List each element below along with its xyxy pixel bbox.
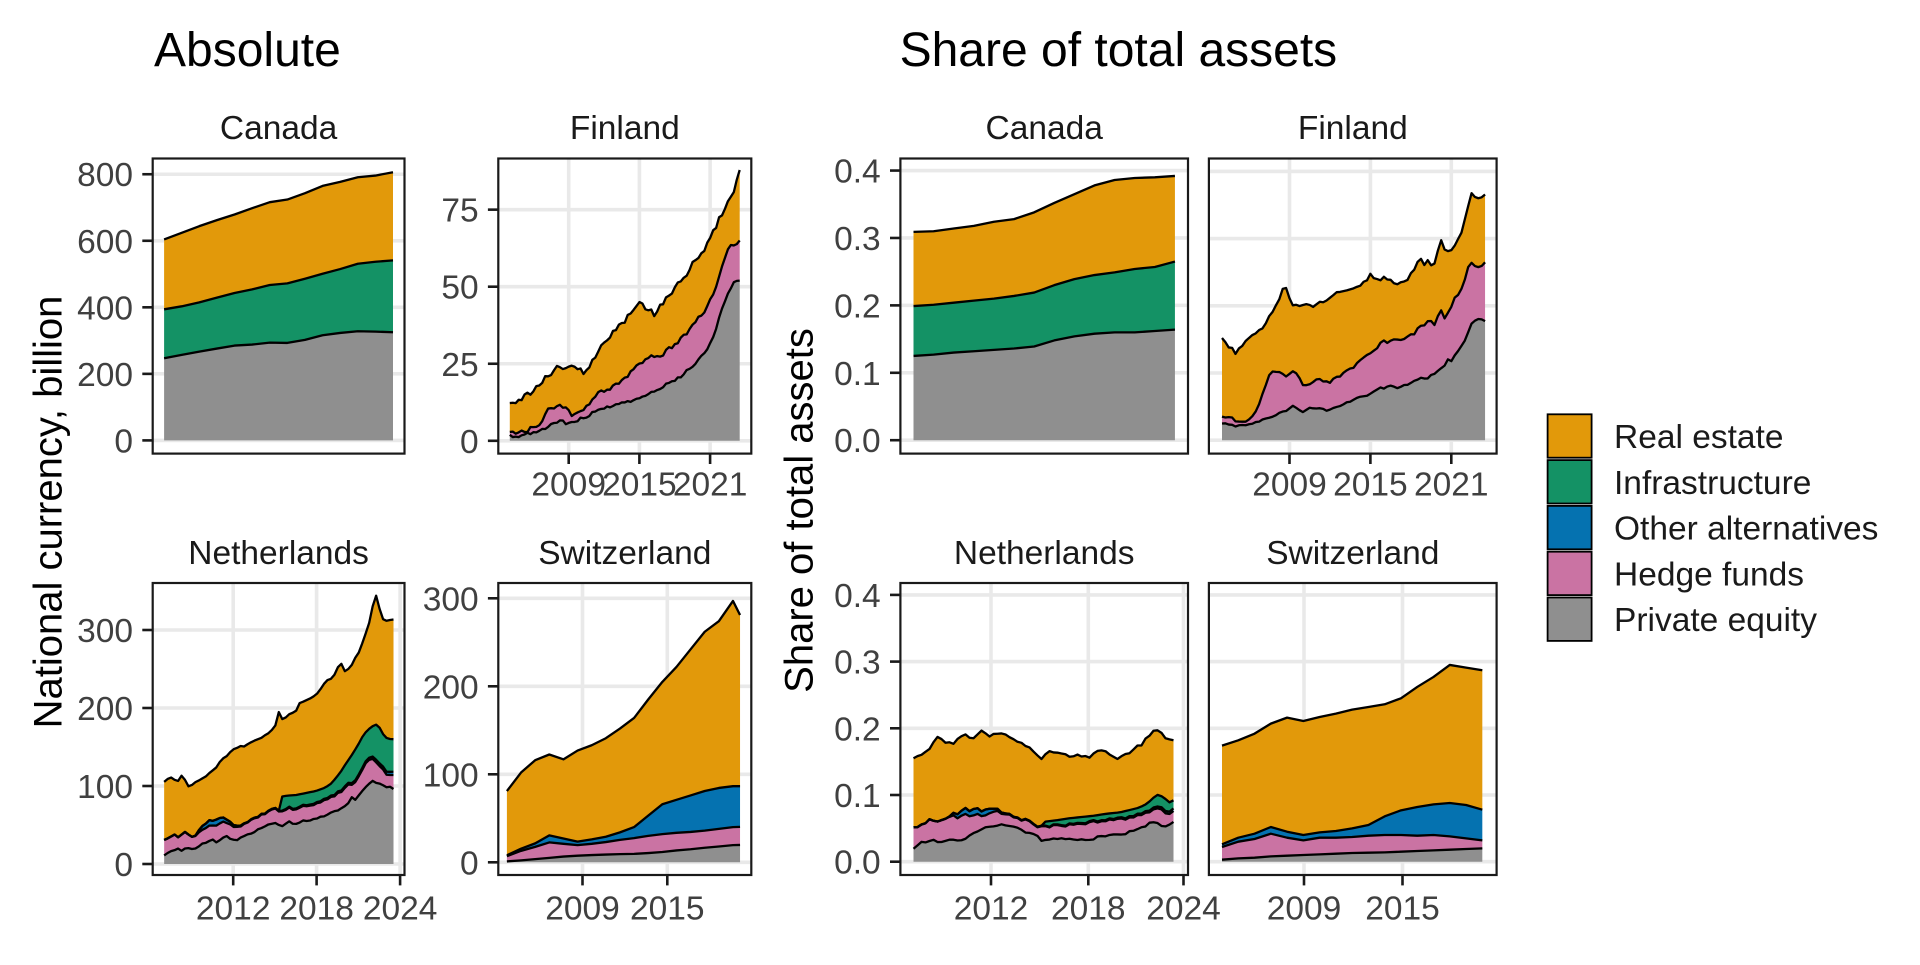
svg-text:2009: 2009 xyxy=(545,890,620,927)
svg-text:0.3: 0.3 xyxy=(834,221,881,258)
svg-text:200: 200 xyxy=(423,669,479,706)
svg-text:Infrastructure: Infrastructure xyxy=(1614,465,1811,502)
svg-text:200: 200 xyxy=(77,691,133,728)
svg-text:Hedge funds: Hedge funds xyxy=(1614,556,1804,593)
svg-text:Finland: Finland xyxy=(570,110,680,147)
svg-text:25: 25 xyxy=(441,347,478,384)
svg-text:Netherlands: Netherlands xyxy=(188,535,369,572)
svg-text:2021: 2021 xyxy=(673,466,748,503)
svg-text:0.2: 0.2 xyxy=(834,711,881,748)
svg-text:2009: 2009 xyxy=(531,466,606,503)
svg-text:2015: 2015 xyxy=(1365,890,1440,927)
svg-text:Absolute: Absolute xyxy=(154,24,341,77)
svg-text:2018: 2018 xyxy=(1051,890,1126,927)
svg-text:2015: 2015 xyxy=(630,890,705,927)
svg-text:0: 0 xyxy=(114,847,133,884)
svg-text:2009: 2009 xyxy=(1267,890,1342,927)
svg-text:0: 0 xyxy=(460,424,479,461)
svg-text:75: 75 xyxy=(441,193,478,230)
svg-text:Switzerland: Switzerland xyxy=(1266,535,1439,572)
svg-text:0.2: 0.2 xyxy=(834,288,881,325)
svg-text:800: 800 xyxy=(77,157,133,194)
svg-text:2012: 2012 xyxy=(954,890,1029,927)
svg-text:0.0: 0.0 xyxy=(834,423,881,460)
svg-text:Share of total assets: Share of total assets xyxy=(900,24,1338,77)
svg-text:2024: 2024 xyxy=(363,890,438,927)
svg-text:Real estate: Real estate xyxy=(1614,419,1783,456)
svg-text:100: 100 xyxy=(423,757,479,794)
svg-text:200: 200 xyxy=(77,357,133,394)
svg-text:50: 50 xyxy=(441,270,478,307)
svg-text:2015: 2015 xyxy=(1333,466,1408,503)
svg-text:400: 400 xyxy=(77,290,133,327)
svg-text:2024: 2024 xyxy=(1146,890,1221,927)
svg-text:0.0: 0.0 xyxy=(834,845,881,882)
svg-text:0.4: 0.4 xyxy=(834,578,881,615)
svg-text:2015: 2015 xyxy=(602,466,677,503)
svg-text:Share of total assets: Share of total assets xyxy=(778,328,822,693)
svg-text:300: 300 xyxy=(77,613,133,650)
svg-text:Switzerland: Switzerland xyxy=(538,535,711,572)
svg-text:0: 0 xyxy=(460,845,479,882)
svg-text:2012: 2012 xyxy=(196,890,271,927)
svg-text:2009: 2009 xyxy=(1252,466,1327,503)
svg-text:National currency, billion: National currency, billion xyxy=(27,296,71,729)
svg-text:0.1: 0.1 xyxy=(834,356,881,393)
svg-text:2021: 2021 xyxy=(1414,466,1489,503)
svg-text:Other alternatives: Other alternatives xyxy=(1614,511,1878,548)
svg-text:0.3: 0.3 xyxy=(834,645,881,682)
svg-text:300: 300 xyxy=(423,581,479,618)
svg-text:0.4: 0.4 xyxy=(834,154,881,191)
svg-text:2018: 2018 xyxy=(279,890,354,927)
svg-text:0.1: 0.1 xyxy=(834,778,881,815)
svg-text:600: 600 xyxy=(77,224,133,261)
svg-text:Finland: Finland xyxy=(1298,110,1408,147)
svg-text:100: 100 xyxy=(77,769,133,806)
svg-text:Private equity: Private equity xyxy=(1614,602,1817,639)
svg-text:0: 0 xyxy=(114,423,133,460)
svg-text:Netherlands: Netherlands xyxy=(954,535,1135,572)
svg-text:Canada: Canada xyxy=(986,110,1104,147)
svg-text:Canada: Canada xyxy=(220,110,338,147)
